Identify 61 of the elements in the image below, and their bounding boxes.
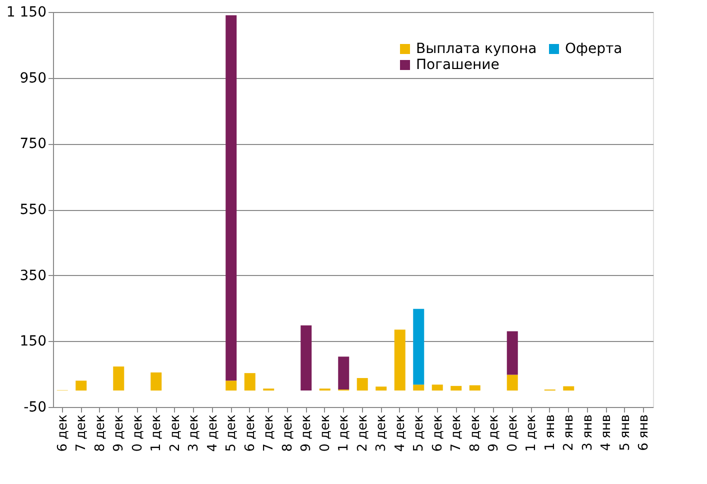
bar — [113, 366, 124, 391]
x-tick-label: 5 янв — [618, 414, 633, 451]
legend-label: Выплата купона — [416, 41, 537, 57]
y-tick-label: -50 — [24, 400, 46, 416]
x-tick-label: 0 дек — [318, 414, 333, 452]
bar — [506, 331, 518, 375]
y-tick-label: 150 — [20, 334, 46, 350]
x-tick-label: 7 дек — [449, 414, 464, 452]
bar — [300, 325, 312, 391]
bar — [563, 386, 574, 391]
x-tick-label: 8 дек — [92, 414, 108, 452]
y-tick-label: 750 — [20, 136, 46, 152]
x-tick-label: 9 дек — [486, 414, 502, 452]
x-tick-label: 6 дек — [430, 414, 446, 452]
x-tick-label: 2 дек — [168, 414, 183, 452]
x-tick-label: 4 дек — [205, 414, 220, 452]
bar — [376, 386, 387, 391]
x-tick-label: 3 дек — [186, 414, 202, 452]
x-tick-label: 3 янв — [580, 414, 596, 451]
bar — [394, 330, 406, 391]
x-tick-label: 7 дек — [262, 414, 277, 452]
y-tick-label: 550 — [20, 202, 46, 218]
bar — [338, 356, 350, 390]
x-tick-label: 4 янв — [599, 414, 614, 451]
x-tick-label: 1 дек — [149, 414, 164, 452]
bar — [244, 373, 256, 391]
bar — [150, 372, 162, 391]
x-tick-label: 8 дек — [468, 414, 483, 452]
x-tick-label: 9 дек — [299, 414, 314, 452]
x-tick-label: 6 дек — [242, 414, 258, 452]
legend-label: Погашение — [416, 57, 500, 73]
bar — [506, 374, 518, 391]
bar — [226, 15, 237, 381]
x-tick-label: 2 дек — [355, 414, 370, 452]
x-tick-label: 1 янв — [542, 414, 558, 451]
y-tick-label: 950 — [20, 70, 46, 86]
x-tick-label: 0 дек — [505, 414, 520, 452]
legend-label: Оферта — [565, 41, 622, 57]
bar — [469, 385, 480, 391]
x-tick-label: 5 дек — [224, 414, 240, 452]
x-tick-label: 4 дек — [392, 414, 408, 452]
x-tick-label: 5 дек — [412, 414, 427, 452]
bar — [432, 384, 443, 391]
y-tick-label: 1 150 — [6, 4, 46, 20]
x-tick-label: 3 дек — [374, 414, 390, 452]
bar — [356, 378, 368, 391]
x-tick-label: 6 дек — [55, 414, 70, 452]
x-tick-label: 8 дек — [280, 414, 296, 452]
bar — [450, 386, 462, 391]
bar — [226, 380, 237, 391]
x-tick-label: 9 дек — [112, 414, 127, 452]
x-tick-label: 0 дек — [130, 414, 146, 452]
bar — [413, 308, 424, 385]
x-tick-label: 1 дек — [336, 414, 352, 452]
x-tick-label: 6 янв — [636, 414, 652, 451]
x-tick-label: 7 дек — [74, 414, 90, 452]
bar — [413, 384, 424, 391]
x-tick-label: 2 янв — [562, 414, 577, 451]
bar — [76, 380, 87, 391]
x-tick-label: 1 дек — [524, 414, 540, 452]
y-tick-label: 350 — [20, 268, 46, 284]
